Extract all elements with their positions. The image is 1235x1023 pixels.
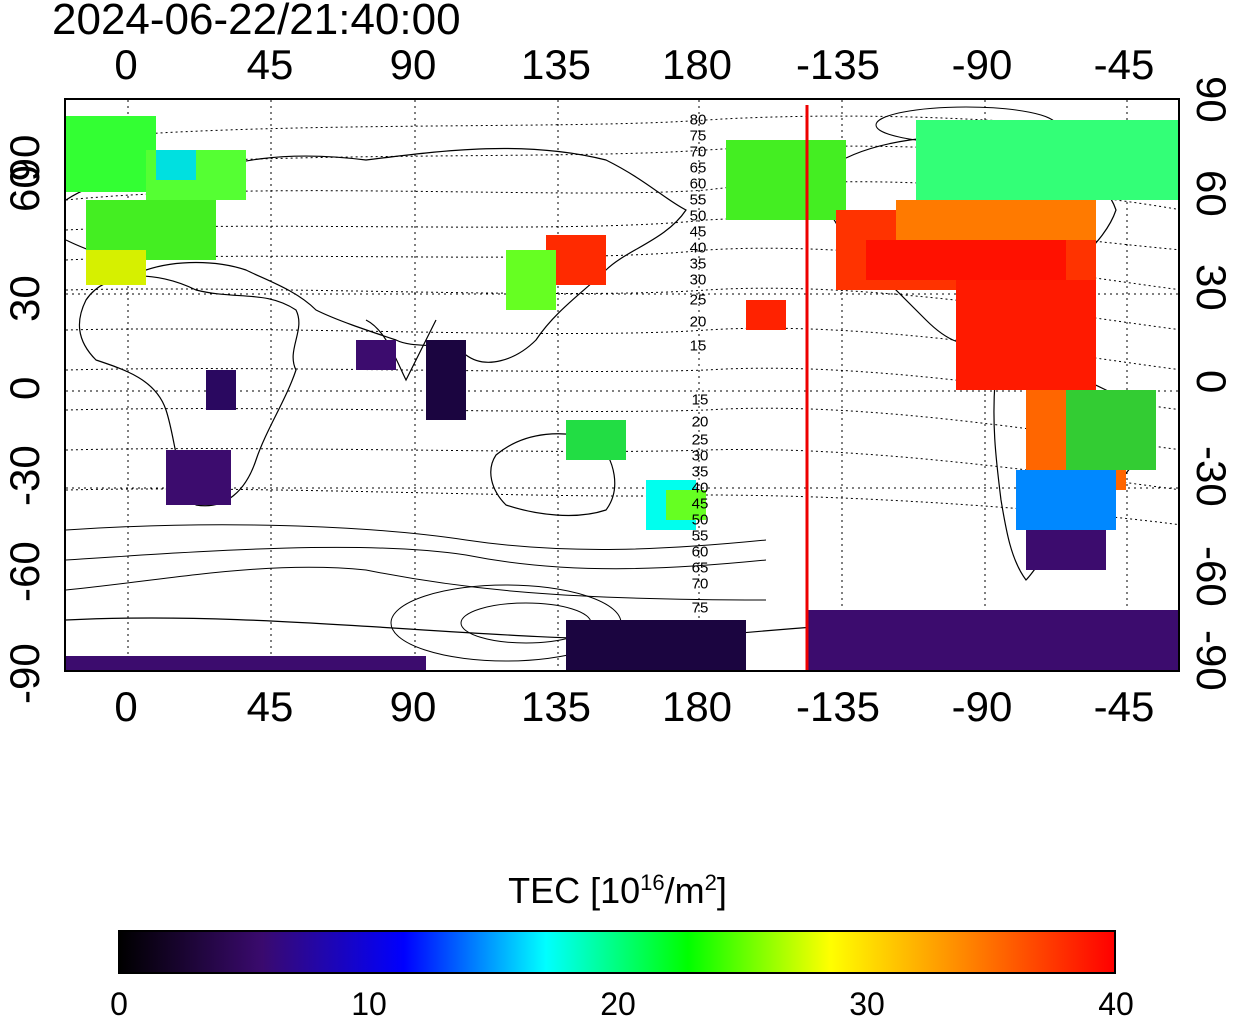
colorbar-tick-label: 10 xyxy=(351,986,387,1022)
contour-label: 15 xyxy=(691,391,709,409)
right-lat-label: 30 xyxy=(1188,264,1235,311)
contour-label: 20 xyxy=(691,413,709,431)
contour-label: 20 xyxy=(689,313,707,331)
top-lon-label: 180 xyxy=(661,41,733,88)
colorbar-tick-label: 40 xyxy=(1098,986,1134,1022)
contour-label: 75 xyxy=(691,599,709,617)
right-lat-label: 90 xyxy=(1188,76,1235,123)
contour-label: 60 xyxy=(691,543,709,561)
top-lon-label: 90 xyxy=(389,41,437,88)
top-lon-label: 0 xyxy=(114,41,138,88)
tec-map-svg xyxy=(66,100,1178,670)
bottom-lon-label: 135 xyxy=(520,683,592,730)
contour-label: 60 xyxy=(689,175,707,193)
tec-coverage xyxy=(66,116,1178,670)
tec-map: 80 75 70 65 60 55 50 45 40 35 30 25 20 1… xyxy=(64,98,1180,672)
left-lat-label: -90 xyxy=(1,643,48,704)
top-lon-label: -135 xyxy=(795,41,881,88)
right-lat-label: -90 xyxy=(1188,630,1235,691)
contour-label: 55 xyxy=(691,527,709,545)
contour-label: 70 xyxy=(689,143,707,161)
bottom-lon-label: -45 xyxy=(1093,683,1155,730)
contour-label: 65 xyxy=(689,159,707,177)
right-lat-label: -30 xyxy=(1188,446,1235,507)
contour-label: 55 xyxy=(689,191,707,209)
contour-label: 35 xyxy=(691,463,709,481)
contour-label: 45 xyxy=(689,223,707,241)
contour-label: 35 xyxy=(689,255,707,273)
contour-label: 45 xyxy=(691,495,709,513)
top-lon-label: -45 xyxy=(1093,41,1155,88)
map-timestamp: 2024-06-22/21:40:00 xyxy=(52,0,461,44)
contour-label: 75 xyxy=(689,127,707,145)
colorbar xyxy=(118,930,1116,974)
contour-label: 65 xyxy=(691,559,709,577)
left-lat-label: -30 xyxy=(1,445,48,506)
bottom-lon-label: -135 xyxy=(795,683,881,730)
contour-label: 40 xyxy=(689,239,707,257)
bottom-lon-label: 45 xyxy=(246,683,294,730)
left-lat-label: 60 xyxy=(1,165,48,212)
colorbar-tick-label: 30 xyxy=(849,986,885,1022)
bottom-lon-label: 180 xyxy=(661,683,733,730)
contour-label: 30 xyxy=(689,271,707,289)
top-lon-label: -90 xyxy=(951,41,1013,88)
left-lat-label: 30 xyxy=(1,275,48,322)
left-lat-label: 0 xyxy=(1,376,48,400)
colorbar-tick-label: 0 xyxy=(110,986,128,1022)
contour-label: 15 xyxy=(689,337,707,355)
right-lat-label: 0 xyxy=(1188,370,1235,394)
bottom-lon-label: -90 xyxy=(951,683,1013,730)
colorbar-tick-label: 20 xyxy=(600,986,636,1022)
top-lon-label: 135 xyxy=(520,41,592,88)
contour-label: 80 xyxy=(689,111,707,129)
bottom-lon-label: 0 xyxy=(114,683,138,730)
colorbar-title: TEC [1016/m2] xyxy=(508,870,727,911)
contour-label: 70 xyxy=(691,575,709,593)
right-lat-label: -60 xyxy=(1188,546,1235,607)
top-lon-label: 45 xyxy=(246,41,294,88)
contour-label: 50 xyxy=(689,207,707,225)
contour-label: 50 xyxy=(691,511,709,529)
contour-label: 25 xyxy=(691,431,709,449)
contour-label: 25 xyxy=(689,291,707,309)
bottom-lon-label: 90 xyxy=(389,683,437,730)
contour-label: 30 xyxy=(691,447,709,465)
left-lat-label: -60 xyxy=(1,541,48,602)
right-lat-label: 60 xyxy=(1188,170,1235,217)
contour-label: 40 xyxy=(691,479,709,497)
